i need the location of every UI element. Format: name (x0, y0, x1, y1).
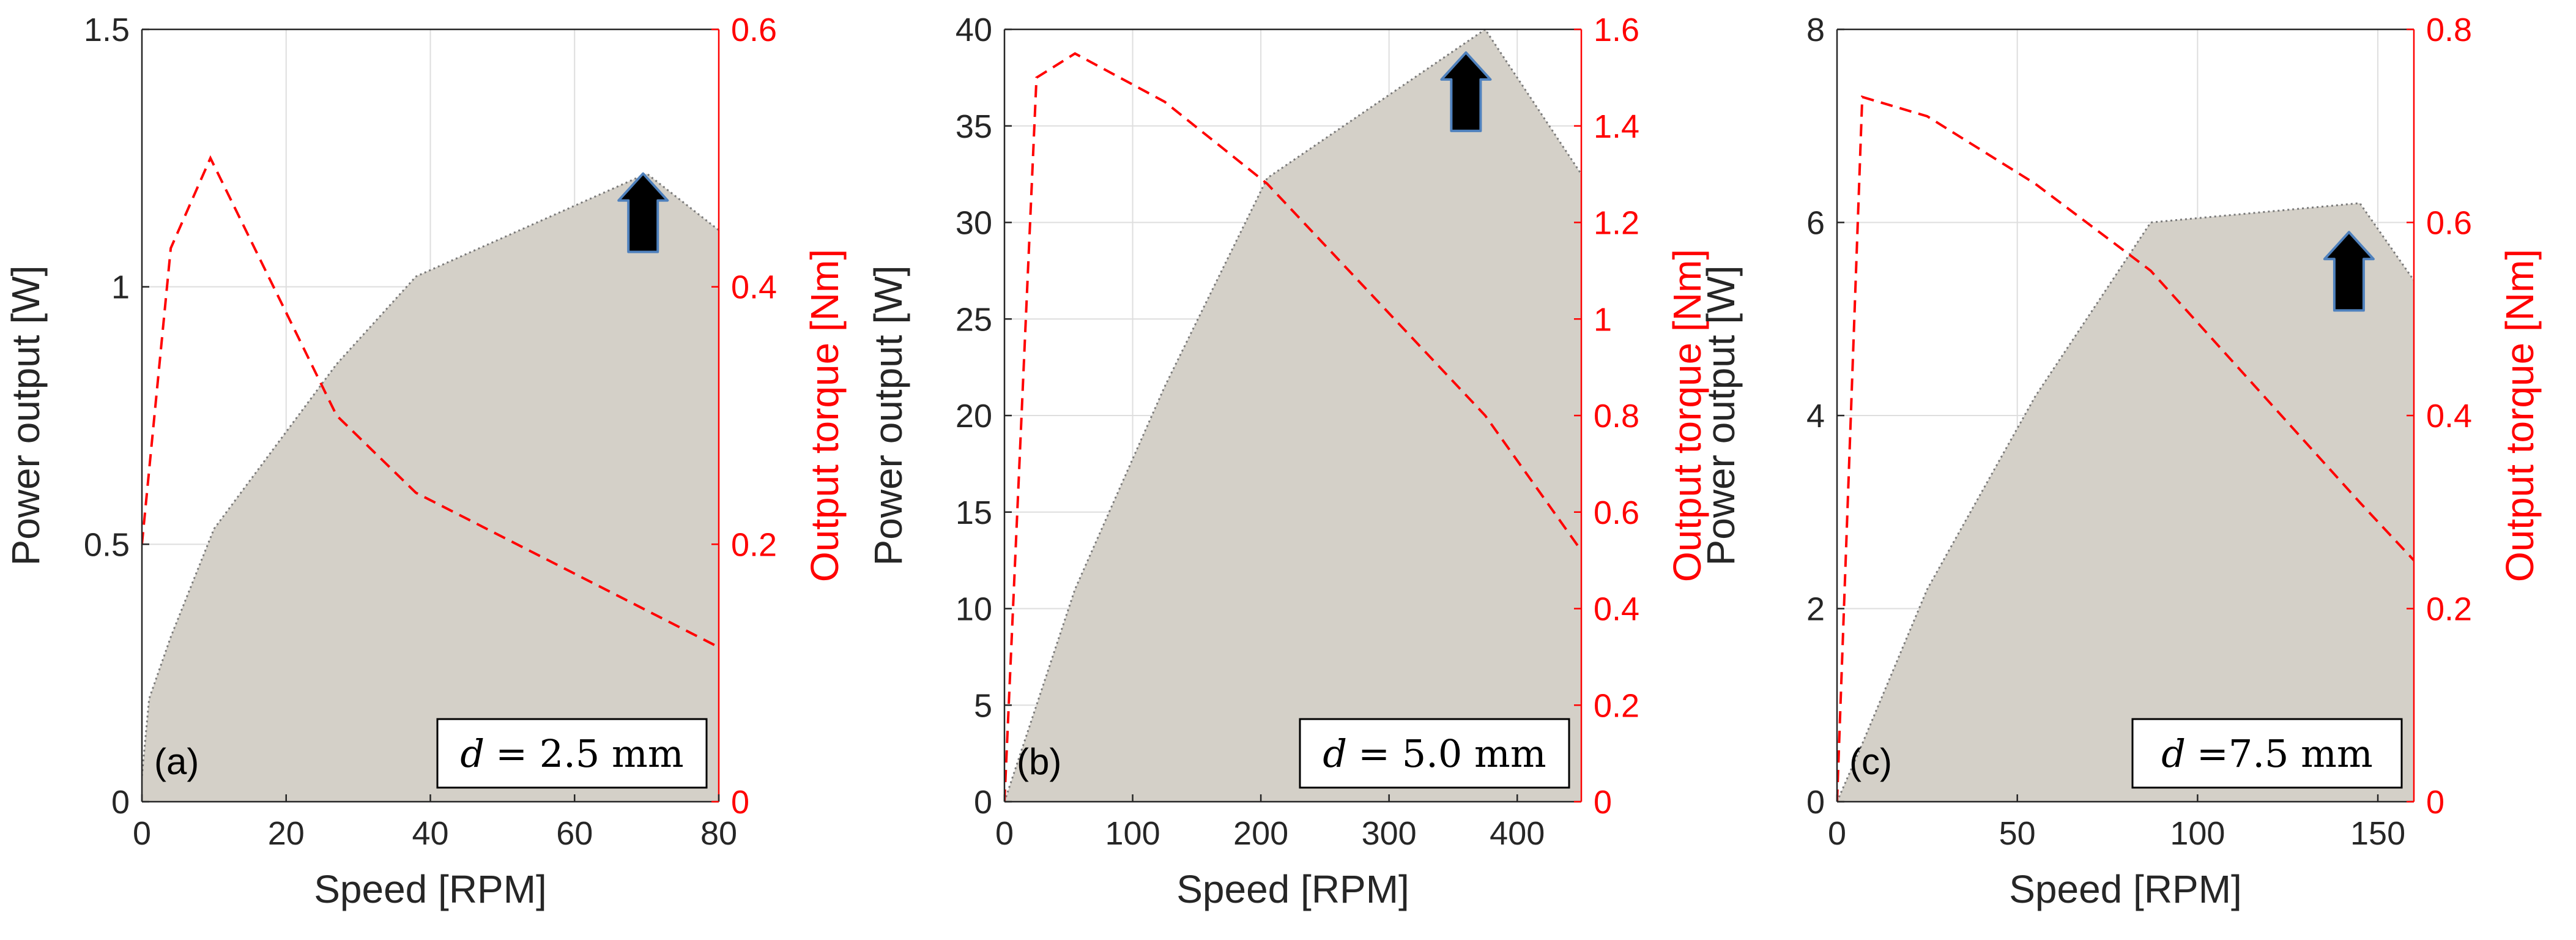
y2-tick-label: 0.4 (731, 269, 777, 306)
torque-line (1837, 95, 2414, 802)
x-tick-label: 100 (1105, 815, 1160, 852)
y-tick-label: 0.5 (84, 526, 130, 563)
annotation-symbol: d (460, 731, 484, 776)
annotation-text: d = 5.0 mm (1323, 731, 1546, 776)
x-tick-label: 50 (1999, 815, 2036, 852)
y2-tick-label: 1 (1594, 301, 1612, 338)
torque-line (142, 155, 719, 649)
y2-tick-label: 0.6 (731, 12, 777, 48)
x-tick-label: 0 (1828, 815, 1846, 852)
x-axis-title: Speed [RPM] (2009, 867, 2242, 911)
y-tick-label: 0 (1806, 784, 1825, 821)
y-tick-label: 15 (956, 494, 992, 531)
annotation-symbol: d (2161, 731, 2186, 776)
y-tick-label: 20 (956, 398, 992, 435)
annotation-value: = 5.0 mm (1358, 731, 1546, 776)
annotation-value: = 2.5 mm (496, 731, 684, 776)
y2-tick-label: 0 (1594, 784, 1612, 821)
y-tick-label: 25 (956, 301, 992, 338)
panel-label: (c) (1849, 741, 1892, 782)
x-axis-title: Speed [RPM] (1176, 867, 1409, 911)
x-tick-label: 0 (995, 815, 1014, 852)
y-tick-label: 0 (974, 784, 992, 821)
x-tick-label: 150 (2350, 815, 2405, 852)
y-tick-label: 40 (956, 12, 992, 48)
y2-tick-label: 0.6 (1594, 494, 1639, 531)
peak-arrow-icon (2323, 231, 2375, 312)
y-axis-title: Power output [W] (866, 266, 910, 566)
power-outline (1837, 202, 2414, 802)
x-tick-label: 0 (133, 815, 151, 852)
y-tick-label: 0 (111, 784, 130, 821)
power-area (142, 173, 719, 802)
annotation-box (2131, 718, 2403, 789)
peak-arrow-icon (617, 172, 669, 253)
panel-label: (b) (1017, 741, 1061, 782)
annotation-box (1299, 718, 1570, 789)
annotation-text: d = 2.5 mm (460, 731, 683, 776)
y-axis-title: Power output [W] (1699, 266, 1743, 566)
x-tick-label: 40 (412, 815, 448, 852)
y2-tick-label: 0.2 (2426, 591, 2472, 628)
x-tick-label: 400 (1490, 815, 1545, 852)
y2-tick-label: 0.2 (731, 526, 777, 563)
y-tick-label: 1 (111, 269, 130, 306)
y2-tick-label: 0.4 (2426, 398, 2472, 435)
y2-tick-label: 0 (731, 784, 749, 821)
power-area (1004, 29, 1581, 802)
y2-tick-label: 0 (2426, 784, 2444, 821)
y2-tick-label: 0.6 (2426, 205, 2472, 242)
y-tick-label: 30 (956, 205, 992, 242)
chart-panel-3: 0 50 100 150 0 2 4 6 8 0 0.2 0.4 0.6 0.8 Speed [RPM] Po… (1699, 12, 2542, 911)
x-tick-label: 200 (1233, 815, 1288, 852)
x-tick-label: 80 (700, 815, 737, 852)
annotation-symbol: d (1323, 731, 1347, 776)
x-tick-label: 100 (2170, 815, 2225, 852)
annotation-box (436, 718, 708, 789)
torque-line (1004, 52, 1581, 802)
x-axis-title: Speed [RPM] (314, 867, 547, 911)
y-tick-label: 4 (1806, 398, 1825, 435)
y2-tick-label: 0.8 (2426, 12, 2472, 48)
data-layer (142, 155, 719, 802)
annotation-value: =7.5 mm (2197, 731, 2373, 776)
power-outline (142, 172, 719, 777)
y2-tick-label: 0.2 (1594, 687, 1639, 724)
annotation-text: d =7.5 mm (2161, 731, 2373, 776)
y2-axis-title: Output torque [Nm] (803, 249, 847, 582)
y-tick-label: 2 (1806, 591, 1825, 628)
y-tick-label: 1.5 (84, 12, 130, 48)
y2-axis-title: Output torque [Nm] (2498, 249, 2542, 582)
y-axis-title: Power output [W] (4, 266, 48, 566)
y-tick-label: 6 (1806, 205, 1825, 242)
y-tick-label: 8 (1806, 12, 1825, 48)
data-layer (1837, 95, 2414, 802)
chart-panel-2: 0 100 200 300 400051015202530354000.20.40.60… (866, 12, 1709, 911)
y-tick-label: 35 (956, 108, 992, 145)
y2-tick-label: 0.8 (1594, 398, 1639, 435)
y2-tick-label: 1.4 (1594, 108, 1639, 145)
y2-tick-label: 1.2 (1594, 205, 1639, 242)
x-tick-label: 20 (268, 815, 305, 852)
data-layer (1004, 29, 1581, 802)
y2-tick-label: 0.4 (1594, 591, 1639, 628)
y-tick-label: 10 (956, 591, 992, 628)
x-tick-label: 300 (1362, 815, 1417, 852)
y2-tick-label: 1.6 (1594, 12, 1639, 48)
x-tick-label: 60 (556, 815, 593, 852)
panel-label: (a) (154, 741, 199, 782)
y2-axis-title: Output torque [Nm] (1665, 249, 1709, 582)
y-tick-label: 5 (974, 687, 992, 724)
power-area (1837, 203, 2414, 802)
peak-arrow-icon (1440, 51, 1492, 132)
